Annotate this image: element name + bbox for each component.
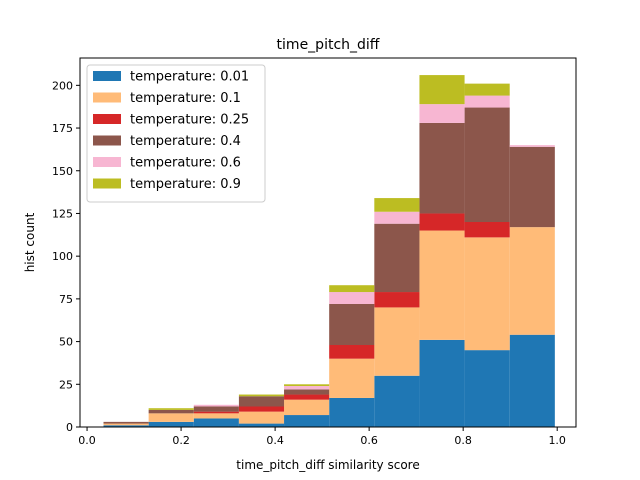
bar-s2-b3 xyxy=(238,406,285,412)
bar-s0-b9 xyxy=(509,334,555,427)
x-tick-label: 0.0 xyxy=(78,434,96,447)
bar-s3-b1 xyxy=(148,409,194,414)
bar-s0-b2 xyxy=(193,418,239,427)
legend-swatch xyxy=(93,157,121,167)
bar-s0-b3 xyxy=(238,423,285,427)
bar-s4-b5 xyxy=(329,292,375,304)
bar-s1-b0 xyxy=(103,423,149,426)
bar-s2-b4 xyxy=(284,394,330,400)
y-tick-label: 50 xyxy=(59,336,73,349)
legend-label: temperature: 0.4 xyxy=(130,134,241,149)
y-tick-label: 200 xyxy=(52,79,73,92)
bar-s5-b3 xyxy=(238,394,285,397)
x-tick-label: 0.4 xyxy=(266,434,284,447)
legend-label: temperature: 0.6 xyxy=(130,156,241,171)
bar-s1-b6 xyxy=(374,307,420,376)
histogram-bars xyxy=(103,75,555,428)
bar-s5-b1 xyxy=(148,408,194,410)
y-axis: 0 25 50 75 100 125 150 175 200 xyxy=(52,79,80,434)
bar-s3-b6 xyxy=(374,223,420,293)
plot-frame xyxy=(79,57,577,428)
x-tick-label: 0.2 xyxy=(172,434,190,447)
legend-swatch xyxy=(93,114,121,124)
bar-s2-b7 xyxy=(419,213,465,231)
legend-swatch xyxy=(93,178,121,189)
legend-label: temperature: 0.25 xyxy=(130,113,249,128)
bar-s3-b7 xyxy=(419,122,465,214)
bar-s2-b5 xyxy=(329,345,375,359)
bar-s3-b5 xyxy=(329,304,375,345)
bar-s3-b2 xyxy=(193,406,239,412)
x-axis: 0.0 0.2 0.4 0.6 0.8 1.0 xyxy=(78,427,566,447)
x-tick-label: 0.6 xyxy=(360,434,378,447)
y-tick-label: 25 xyxy=(59,378,73,391)
bar-s0-b1 xyxy=(148,421,194,428)
legend-label: temperature: 0.9 xyxy=(130,177,241,192)
bar-s3-b4 xyxy=(284,389,330,395)
bar-s1-b7 xyxy=(419,230,465,340)
bar-s2-b6 xyxy=(374,292,420,308)
y-axis-label: hist count xyxy=(23,212,37,272)
bar-s3-b3 xyxy=(238,396,285,407)
x-axis-label: time_pitch_diff similarity score xyxy=(236,458,419,472)
bar-s5-b5 xyxy=(329,285,375,293)
bar-s0-b5 xyxy=(329,397,375,427)
bar-s1-b4 xyxy=(284,399,330,416)
legend-frame xyxy=(86,64,266,203)
bar-s4-b7 xyxy=(419,104,465,123)
bar-s5-b4 xyxy=(284,384,330,386)
legend-swatch xyxy=(93,135,121,146)
bar-s5-b7 xyxy=(419,75,465,105)
bar-s1-b9 xyxy=(509,227,555,335)
x-tick-label: 0.8 xyxy=(454,434,472,447)
bar-s2-b2 xyxy=(193,411,239,414)
y-tick-label: 75 xyxy=(59,293,73,306)
bar-s5-b6 xyxy=(374,198,420,212)
chart-title: time_pitch_diff xyxy=(277,37,380,53)
y-tick-label: 125 xyxy=(52,207,73,220)
legend-label: temperature: 0.1 xyxy=(130,91,241,106)
bar-s4-b2 xyxy=(193,404,239,407)
bar-s4-b9 xyxy=(509,145,555,147)
bar-s1-b8 xyxy=(464,237,510,351)
bar-s3-b0 xyxy=(103,421,149,424)
bar-s4-b8 xyxy=(464,95,510,108)
x-tick-label: 1.0 xyxy=(548,434,566,447)
bar-s0-b8 xyxy=(464,350,510,428)
bar-s1-b5 xyxy=(329,358,375,398)
legend-swatch xyxy=(93,71,121,81)
bar-s3-b9 xyxy=(509,146,555,228)
bar-s5-b8 xyxy=(464,83,510,96)
bar-s0-b6 xyxy=(374,375,420,427)
legend: temperature: 0.01 temperature: 0.1 tempera… xyxy=(86,64,266,203)
bar-s4-b6 xyxy=(374,211,420,224)
y-tick-label: 100 xyxy=(52,250,73,263)
bar-s0-b7 xyxy=(419,339,465,428)
y-tick-label: 150 xyxy=(52,165,73,178)
legend-label: temperature: 0.01 xyxy=(130,70,249,85)
bar-s0-b0 xyxy=(103,425,149,427)
bar-s1-b1 xyxy=(148,413,194,422)
bar-s0-b4 xyxy=(284,415,330,427)
y-tick-label: 175 xyxy=(52,122,73,135)
legend-swatch xyxy=(93,92,121,103)
y-tick-label: 0 xyxy=(66,421,73,434)
bar-s4-b4 xyxy=(284,386,330,390)
bar-s1-b3 xyxy=(238,411,285,424)
bar-s3-b8 xyxy=(464,107,510,222)
bar-s2-b8 xyxy=(464,222,510,238)
bar-s1-b2 xyxy=(193,413,239,419)
